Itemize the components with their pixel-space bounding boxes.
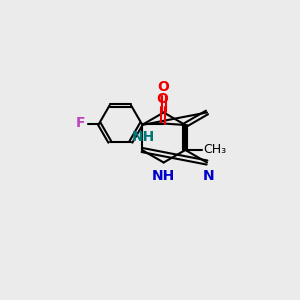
Text: NH: NH	[152, 169, 175, 183]
Text: O: O	[156, 92, 168, 106]
Text: O: O	[158, 80, 170, 94]
Text: N: N	[203, 169, 214, 183]
Text: CH₃: CH₃	[203, 143, 226, 157]
Text: F: F	[76, 116, 86, 130]
Text: NH: NH	[131, 130, 154, 144]
